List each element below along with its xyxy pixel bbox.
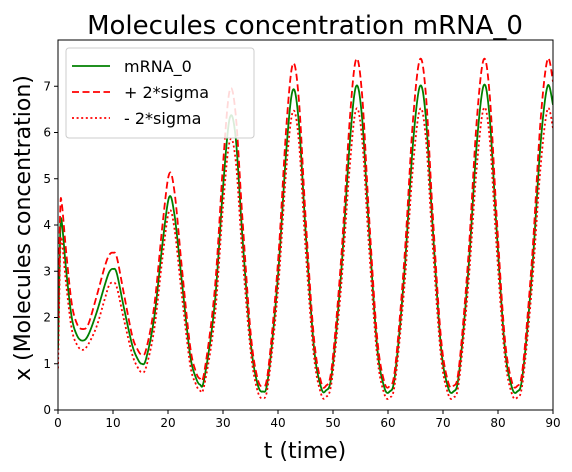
plot-frame xyxy=(57,39,554,411)
legend-label: - 2*sigma xyxy=(124,109,201,128)
y-tick-label: 7 xyxy=(43,79,51,93)
legend-label: mRNA_0 xyxy=(124,57,192,77)
x-tick-label: 80 xyxy=(490,416,505,430)
x-tick-label: 20 xyxy=(160,416,175,430)
y-axis-ticks: 0 1 2 3 4 5 6 7 xyxy=(43,79,58,417)
x-tick-label: 60 xyxy=(380,416,395,430)
y-tick-label: 0 xyxy=(43,403,51,417)
y-tick-label: 4 xyxy=(43,218,51,232)
legend-label: + 2*sigma xyxy=(124,83,209,102)
x-axis-ticks: 0 10 20 30 40 50 60 70 80 90 xyxy=(54,410,561,430)
legend-box xyxy=(65,47,255,139)
series-line-0 xyxy=(58,83,553,394)
x-tick-label: 30 xyxy=(215,416,230,430)
x-axis-label: t (time) xyxy=(264,439,347,464)
x-tick-label: 90 xyxy=(545,416,560,430)
chart-title: Molecules concentration mRNA_0 xyxy=(87,11,523,41)
y-tick-label: 6 xyxy=(43,126,51,140)
x-tick-label: 70 xyxy=(435,416,450,430)
y-tick-label: 1 xyxy=(43,357,51,371)
series-layer xyxy=(58,57,553,400)
y-tick-label: 5 xyxy=(43,172,51,186)
legend: mRNA_0 + 2*sigma - 2*sigma xyxy=(65,47,255,139)
y-tick-label: 2 xyxy=(43,311,51,325)
series-line-1 xyxy=(58,57,553,389)
x-tick-label: 40 xyxy=(270,416,285,430)
x-tick-label: 50 xyxy=(325,416,340,430)
series-line-2 xyxy=(58,106,553,400)
x-tick-label: 10 xyxy=(105,416,120,430)
y-axis-label: x (Molecules concentration) xyxy=(11,75,36,381)
x-tick-label: 0 xyxy=(54,416,62,430)
y-tick-label: 3 xyxy=(43,264,51,278)
